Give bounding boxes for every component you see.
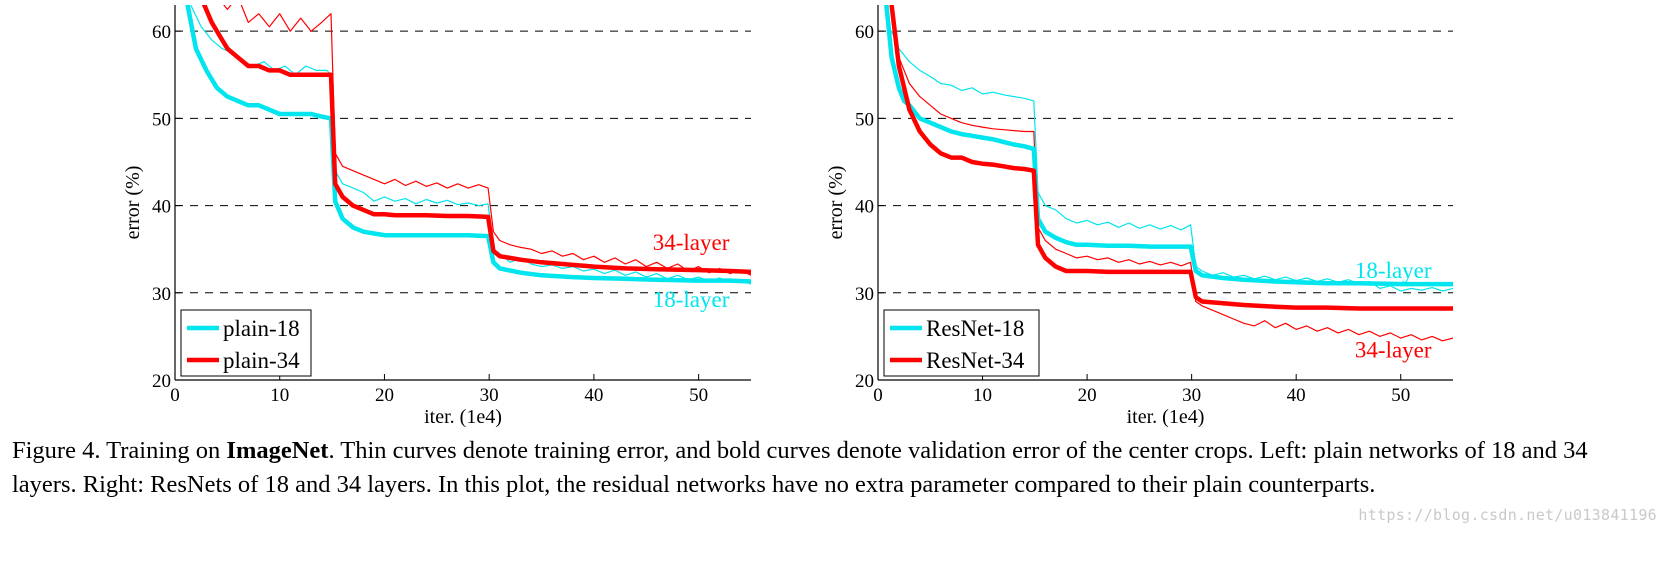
caption-rest: . Thin curves denote training error, and…: [12, 437, 1588, 498]
chart-2: 0 10 20 30 40 50 20 30 40 50 60 iter. (1e4) error (%…: [825, 5, 1453, 428]
x-tick-label-50: 50: [689, 385, 708, 406]
x-tick-label-40: 40: [584, 385, 603, 406]
plot-area: [185, 5, 751, 285]
validation-curve-red: [202, 5, 751, 275]
figure-plots: 0 10 20 30 40 50 20 30 40 50 60 iter. (1e4) error (%…: [122, 5, 1453, 428]
legend-label-2: ResNet-34: [926, 348, 1025, 373]
y-tick-label-50: 50: [152, 109, 171, 130]
y-tick-label-40: 40: [855, 197, 874, 218]
annotation-1: 34-layer: [653, 230, 730, 255]
x-tick-label-20: 20: [1078, 385, 1097, 406]
y-axis-label: error (%): [825, 166, 847, 240]
y-axis-label: error (%): [122, 166, 144, 240]
x-tick-label-0: 0: [170, 385, 180, 406]
x-axis-label: iter. (1e4): [1127, 406, 1205, 428]
annotation-1: 18-layer: [1355, 258, 1432, 283]
y-tick-label-20: 20: [855, 371, 874, 392]
legend-label-1: plain-18: [223, 316, 300, 341]
legend-label-2: plain-34: [223, 348, 300, 373]
caption-prefix: Figure 4. Training on: [12, 437, 227, 464]
x-tick-label-10: 10: [973, 385, 992, 406]
annotation-2: 34-layer: [1355, 337, 1432, 362]
validation-curve-cyan: [185, 5, 751, 284]
training-curve-red: [893, 30, 1453, 342]
x-axis-label: iter. (1e4): [424, 406, 502, 428]
legend-box: [180, 309, 312, 377]
figure-caption: Figure 4. Training on ImageNet. Thin cur…: [12, 434, 1652, 502]
x-tick-label-50: 50: [1391, 385, 1410, 406]
x-tick-label-0: 0: [873, 385, 883, 406]
y-tick-label-30: 30: [855, 284, 874, 305]
y-tick-label-60: 60: [152, 22, 171, 43]
validation-curve-cyan: [884, 5, 1453, 287]
chart-1: 0 10 20 30 40 50 20 30 40 50 60 iter. (1e4) error (%…: [122, 5, 751, 428]
x-tick-label-40: 40: [1287, 385, 1306, 406]
caption-bold: ImageNet: [226, 437, 329, 464]
x-tick-label-10: 10: [270, 385, 289, 406]
training-curve-red: [205, 5, 751, 276]
watermark-url: https://blog.csdn.net/u013841196: [1358, 506, 1657, 524]
y-tick-label-30: 30: [152, 284, 171, 305]
y-tick-label-50: 50: [855, 109, 874, 130]
annotation-2: 18-layer: [653, 287, 730, 312]
validation-curve-red: [889, 5, 1453, 311]
x-tick-label-30: 30: [480, 385, 499, 406]
x-tick-label-30: 30: [1182, 385, 1201, 406]
x-tick-label-20: 20: [375, 385, 394, 406]
y-tick-label-40: 40: [152, 197, 171, 218]
legend-label-1: ResNet-18: [926, 316, 1024, 341]
legend-box: [883, 309, 1040, 377]
plot-area: [884, 5, 1453, 342]
y-tick-label-20: 20: [152, 371, 171, 392]
y-tick-label-60: 60: [855, 22, 874, 43]
training-curve-cyan: [190, 5, 751, 285]
